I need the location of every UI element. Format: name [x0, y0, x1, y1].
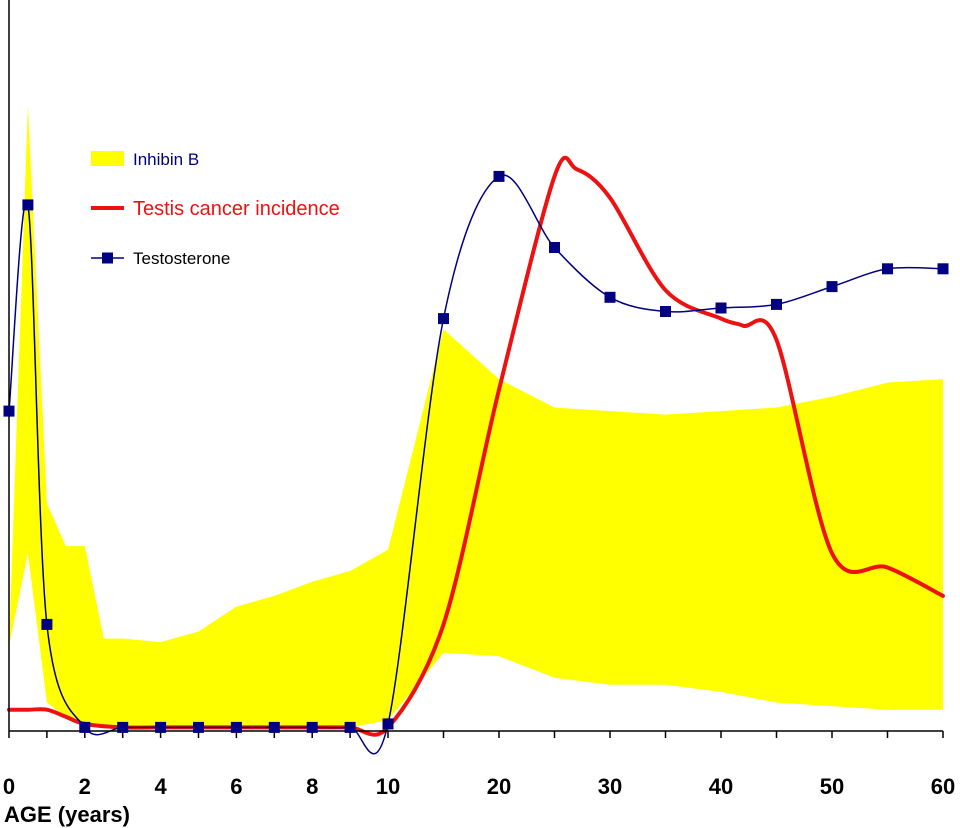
testosterone-point [3, 405, 15, 417]
testosterone-point [22, 199, 34, 211]
x-tick-label: 50 [820, 774, 844, 799]
testosterone-point [549, 242, 560, 253]
testosterone-point [193, 721, 204, 733]
x-tick-label: 0 [3, 774, 15, 799]
testosterone-point [41, 618, 53, 630]
testosterone-point [493, 170, 505, 182]
testosterone-point [230, 721, 242, 733]
line-layer [7, 155, 945, 755]
testosterone-point [882, 263, 893, 275]
testosterone-point [382, 718, 394, 730]
testosterone-point [344, 721, 356, 733]
legend-label-testosterone: Testosterone [133, 249, 230, 268]
x-tick-label: 30 [598, 774, 622, 799]
testosterone-point [715, 302, 727, 314]
testosterone-point [306, 721, 318, 733]
cancer-incidence-line [7, 155, 945, 737]
x-tick-label: 60 [931, 774, 955, 799]
x-tick-label: 10 [376, 774, 400, 799]
x-tick-label: 4 [154, 774, 167, 799]
inhibin-band [9, 105, 943, 728]
x-ticks: 0 2 4 6 8 10 20 30 40 50 60 [3, 731, 955, 799]
x-tick-label: 2 [79, 774, 91, 799]
testosterone-point [660, 306, 671, 317]
testosterone-point [268, 721, 280, 733]
inhibin-band-layer [9, 105, 943, 728]
x-tick-label: 8 [306, 774, 318, 799]
legend-label-inhibin: Inhibin B [133, 150, 199, 169]
testosterone-point [438, 313, 449, 325]
legend: Inhibin B Testis cancer incidence Testos… [91, 150, 340, 268]
x-tick-label: 40 [709, 774, 733, 799]
legend-swatch-inhibin [91, 151, 124, 166]
legend-label-cancer: Testis cancer incidence [133, 198, 340, 220]
x-tick-label: 6 [230, 774, 242, 799]
testosterone-line [8, 174, 944, 755]
x-axis-title: AGE (years) [4, 802, 130, 827]
testosterone-point [79, 721, 91, 733]
legend-marker-testosterone [102, 252, 113, 264]
testosterone-point [604, 291, 616, 303]
x-tick-label: 20 [487, 774, 511, 799]
testosterone-point [155, 721, 167, 733]
testosterone-markers [3, 170, 949, 733]
testosterone-point [117, 721, 129, 733]
testosterone-point [937, 263, 949, 275]
testosterone-point [826, 281, 838, 293]
testosterone-point [771, 298, 782, 310]
